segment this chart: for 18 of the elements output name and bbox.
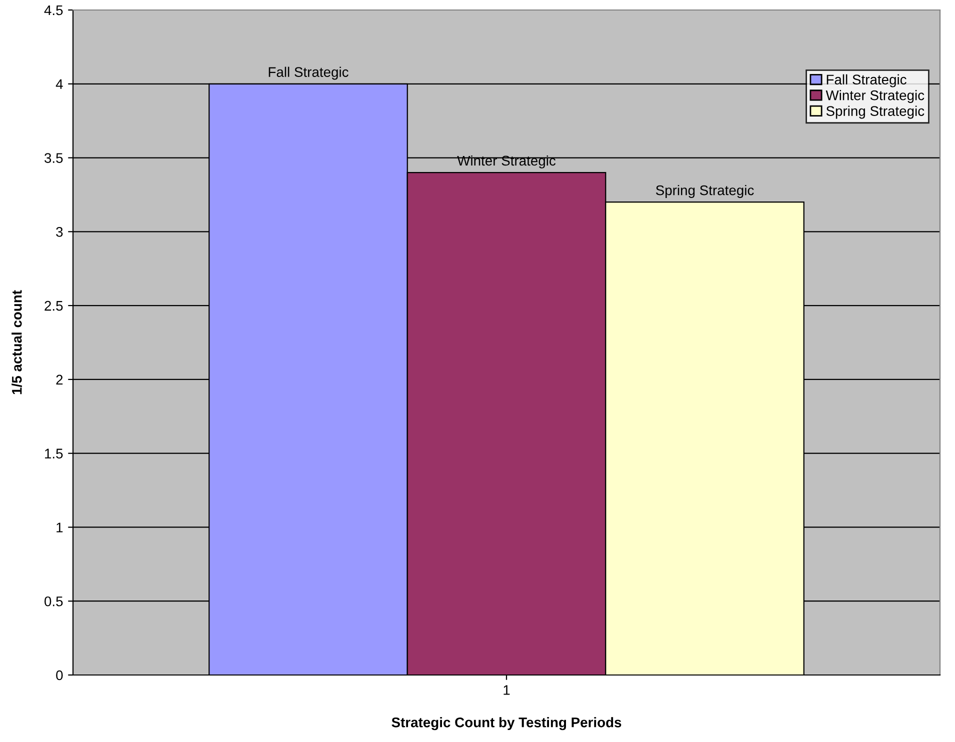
y-tick-label: 1 bbox=[56, 522, 63, 532]
x-axis-title: Strategic Count by Testing Periods bbox=[392, 717, 622, 730]
y-tick-label: 3 bbox=[56, 227, 63, 237]
legend-label: Spring Strategic bbox=[826, 106, 924, 119]
y-tick-label: 4.5 bbox=[44, 5, 63, 16]
y-tick-label: 1.5 bbox=[45, 448, 63, 459]
text: Fall Strategic bbox=[268, 66, 348, 80]
y-tick-label: 4 bbox=[56, 79, 63, 89]
y-tick-label: 3.5 bbox=[44, 153, 63, 163]
legend-label: Fall Strategic bbox=[826, 74, 906, 88]
y-tick-label: 2 bbox=[56, 374, 63, 384]
y-tick-label: 0.5 bbox=[44, 596, 63, 606]
legend-label: Winter Strategic bbox=[826, 90, 924, 103]
text: Winter Strategic bbox=[457, 155, 556, 168]
y-axis-title: 1/5 actual count bbox=[12, 290, 22, 394]
y-tick-label: 2.5 bbox=[44, 300, 63, 311]
text: Spring Strategic bbox=[656, 184, 754, 198]
y-tick-label: 0 bbox=[56, 670, 63, 680]
